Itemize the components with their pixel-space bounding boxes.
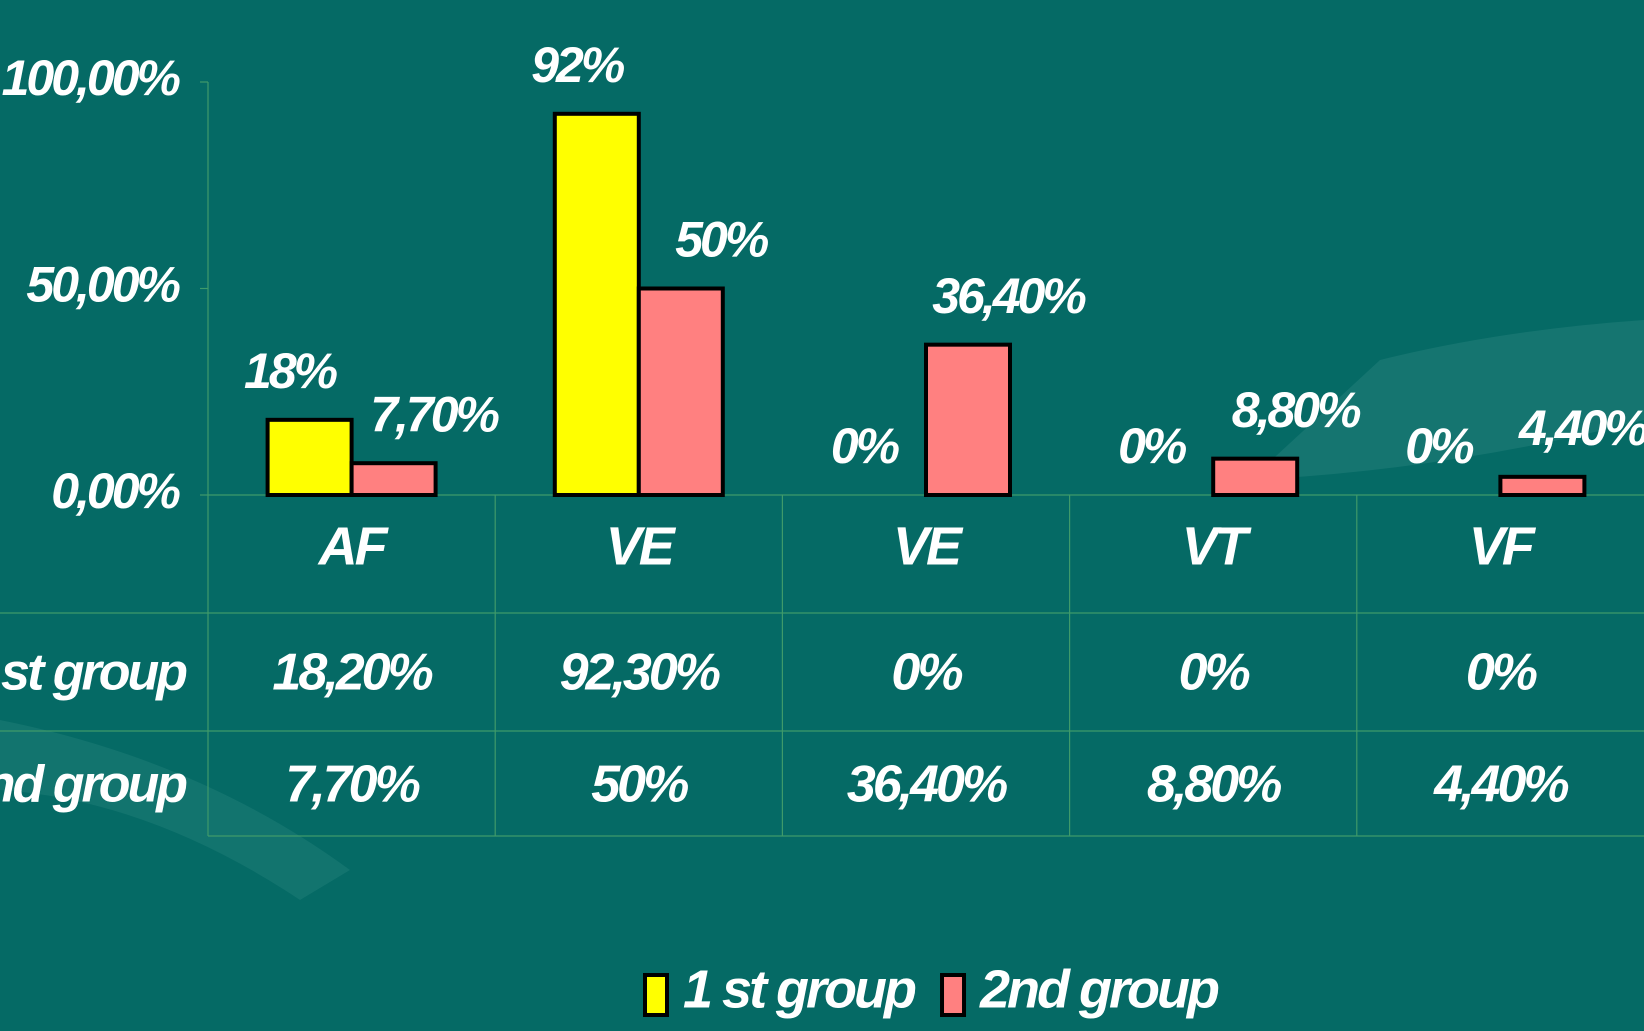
decoration	[1250, 320, 1644, 480]
table-cell: 8,80%	[1147, 756, 1281, 814]
bar	[924, 342, 1012, 497]
table-cell: 18,20%	[272, 644, 432, 702]
table-cell: 0%	[1466, 644, 1537, 702]
table-cell: 7,70%	[285, 756, 419, 814]
y-tick-label: 0,00%	[51, 463, 180, 519]
bar	[265, 417, 354, 498]
legend-swatch	[940, 973, 967, 1017]
data-label: 7,70%	[370, 386, 499, 442]
bar	[349, 461, 438, 498]
table-cell: 0%	[891, 644, 962, 702]
legend-label: 1 st group	[683, 959, 916, 1019]
y-tick-label: 50,00%	[26, 257, 180, 313]
data-label: 0%	[831, 418, 900, 474]
table-cell: 92,30%	[560, 644, 720, 702]
data-label: 18%	[244, 343, 338, 399]
y-tick-label: 100,00%	[2, 50, 181, 106]
x-tick-label: AF	[317, 516, 390, 576]
bar	[636, 286, 725, 497]
bar	[1498, 474, 1587, 498]
decoration	[0, 720, 350, 900]
legend-swatch	[643, 973, 669, 1017]
x-tick-label: VF	[1469, 516, 1537, 576]
data-label: 0%	[1118, 418, 1187, 474]
data-label: 92%	[531, 37, 625, 93]
bar	[552, 111, 641, 498]
data-label: 8,80%	[1232, 382, 1361, 438]
table-cell: 4,40%	[1433, 756, 1568, 814]
row-header: 2nd group	[0, 756, 187, 814]
table-cell: 50%	[591, 756, 688, 814]
data-label: 4,40%	[1518, 400, 1644, 456]
legend-label: 2nd group	[979, 959, 1219, 1019]
table-cell: 36,40%	[847, 756, 1007, 814]
data-label: 50%	[675, 212, 769, 268]
bar	[1211, 456, 1300, 498]
x-tick-label: VE	[606, 516, 677, 576]
row-header: 1 st group	[0, 644, 187, 702]
x-tick-label: VT	[1182, 516, 1252, 576]
table-cell: 0%	[1179, 644, 1250, 702]
data-label: 36,40%	[932, 268, 1086, 324]
x-tick-label: VE	[893, 516, 964, 576]
data-label: 0%	[1405, 418, 1474, 474]
